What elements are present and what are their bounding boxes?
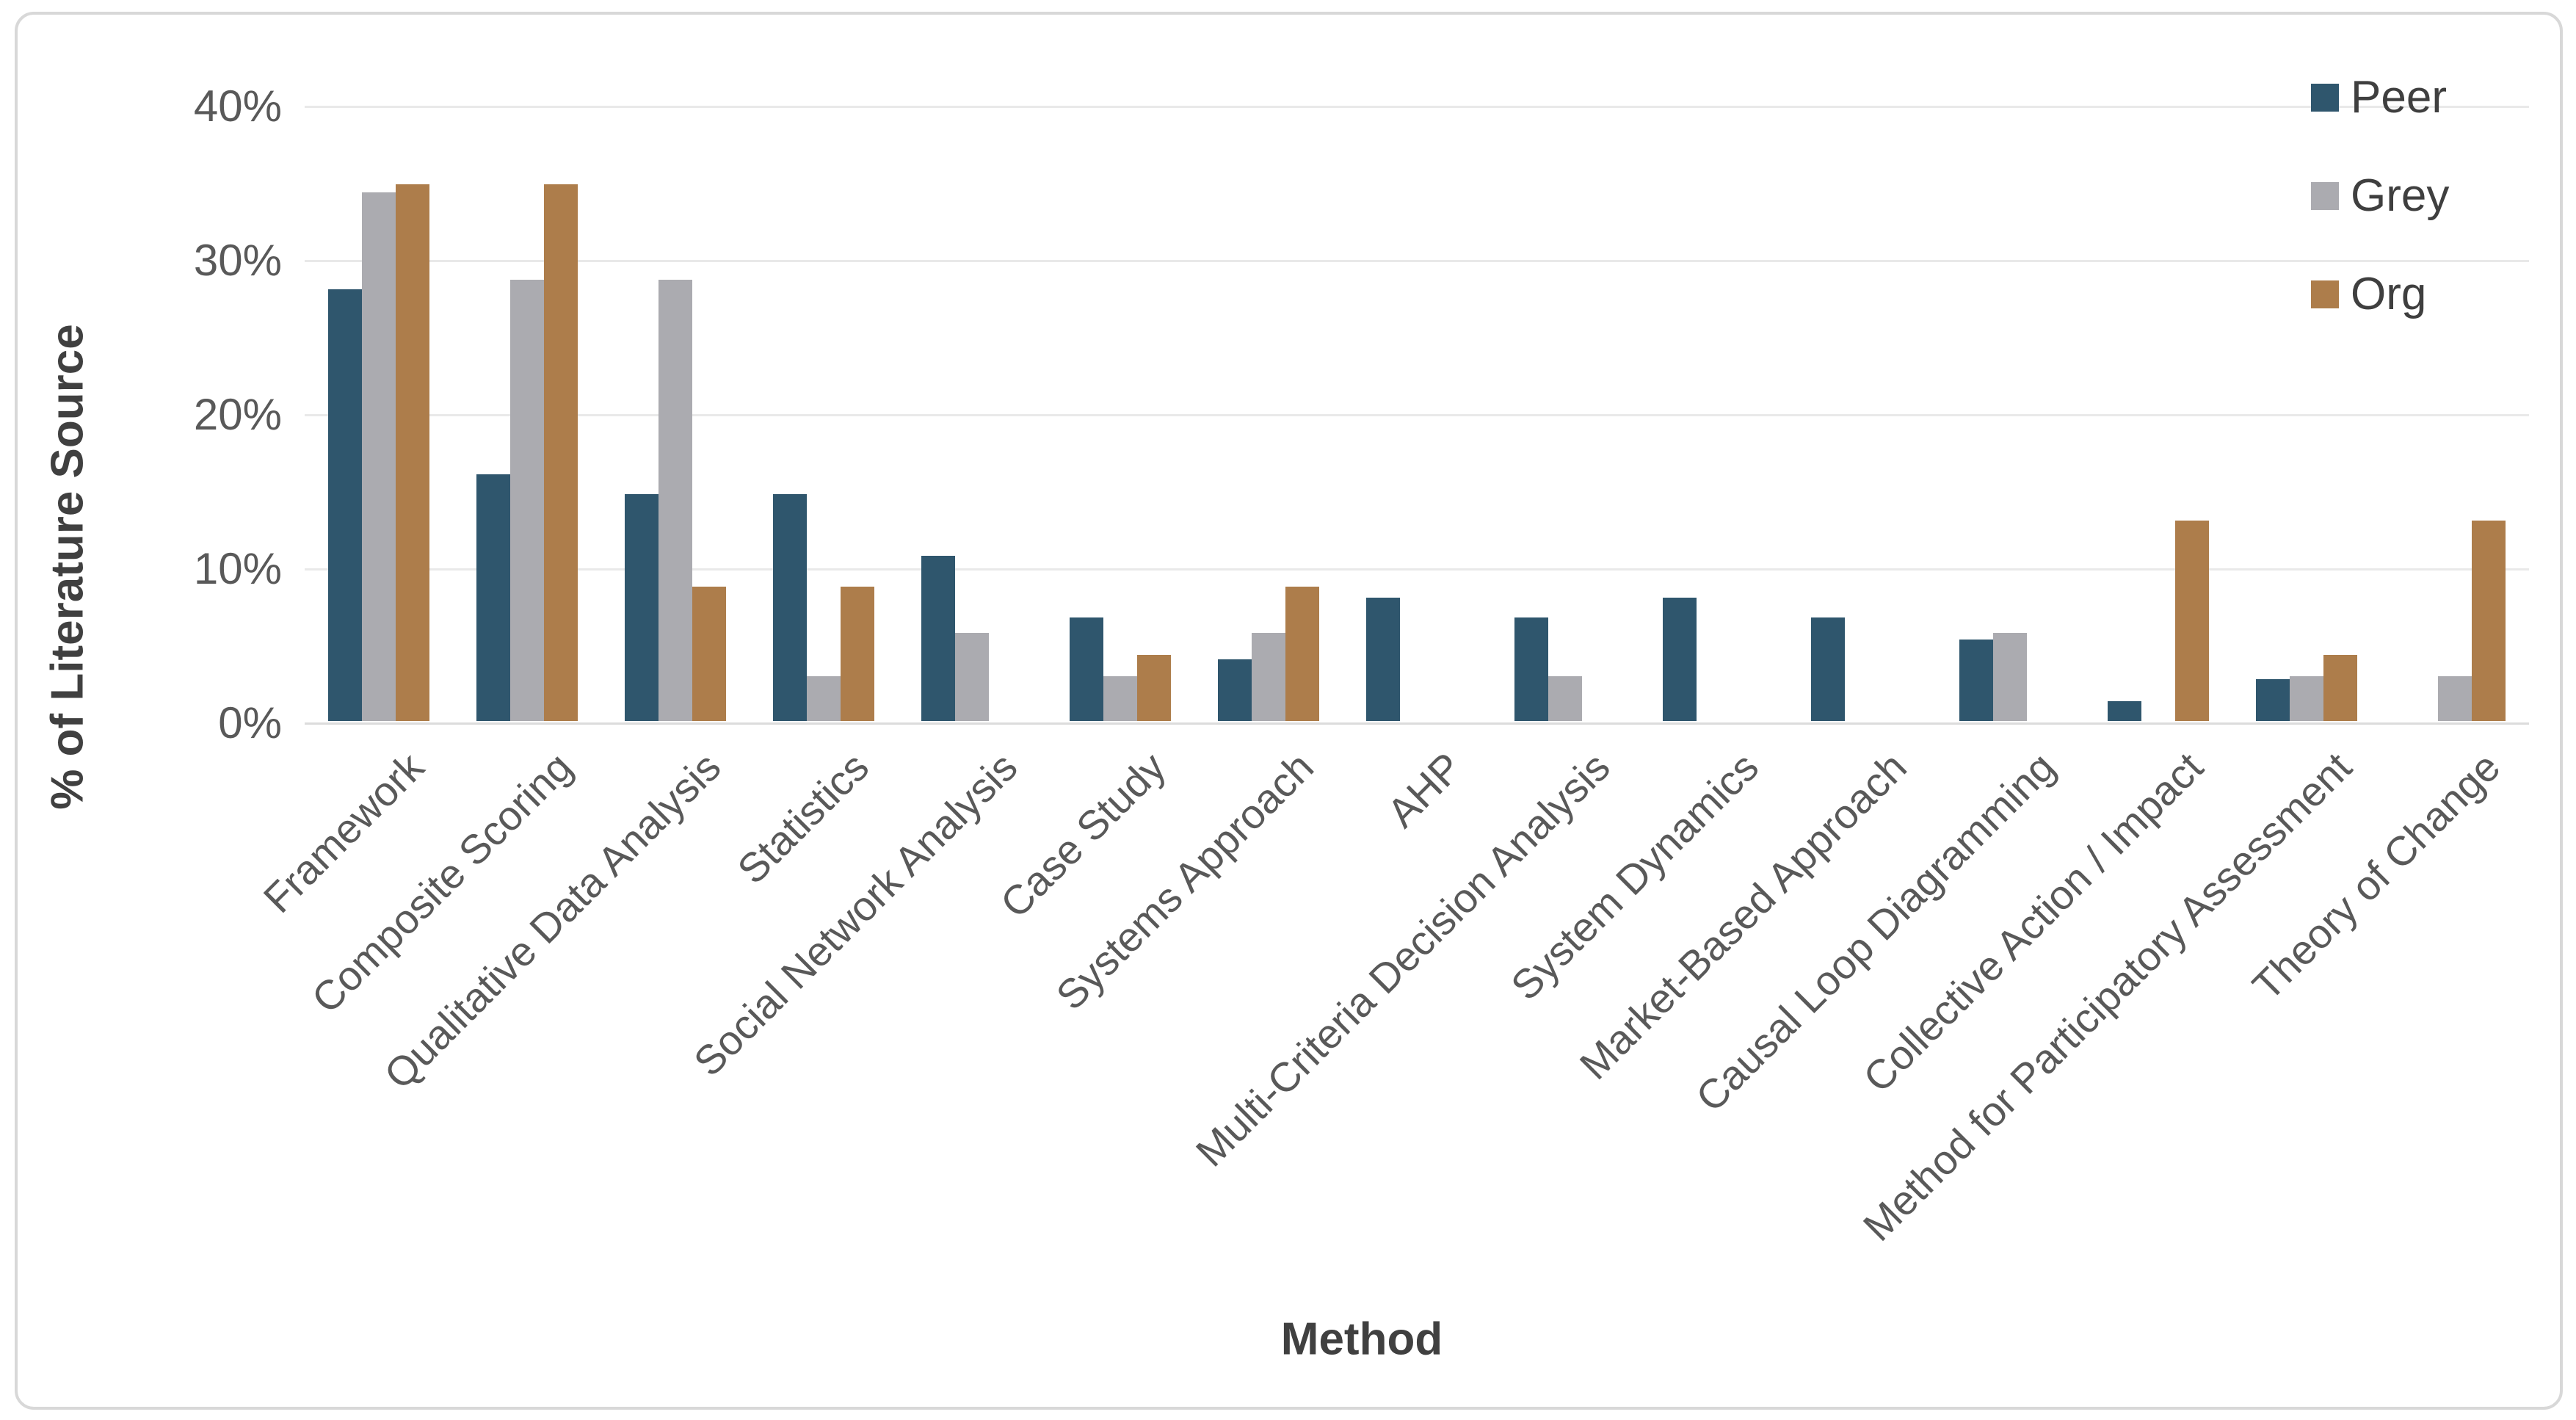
bar-peer-market-based-approach <box>1811 617 1845 721</box>
legend-item-grey: Grey <box>2311 173 2449 219</box>
x-category-label-statistics: Statistics <box>728 743 878 893</box>
x-category-label-system-dynamics: System Dynamics <box>1501 743 1768 1009</box>
bar-peer-systems-approach <box>1218 659 1252 721</box>
bar-peer-qualitative-data-analysis <box>625 494 658 721</box>
bar-org-systems-approach <box>1285 587 1319 721</box>
legend-item-peer: Peer <box>2311 75 2449 120</box>
bar-peer-composite-scoring <box>476 474 510 721</box>
x-axis-baseline <box>305 722 2529 725</box>
bar-peer-multi-criteria-decision-analysis <box>1514 617 1548 721</box>
bar-grey-case-study <box>1103 676 1137 721</box>
y-tick-label-10: 10% <box>193 544 282 593</box>
bar-grey-composite-scoring <box>510 280 544 721</box>
bar-org-framework <box>396 184 429 721</box>
bar-grey-multi-criteria-decision-analysis <box>1548 676 1582 721</box>
legend-swatch-peer <box>2311 84 2339 112</box>
plot-area <box>305 106 2529 725</box>
bar-peer-causal-loop-diagramming <box>1959 639 1993 721</box>
bar-grey-systems-approach <box>1252 633 1285 721</box>
gridline-10 <box>305 568 2529 570</box>
bar-peer-statistics <box>773 494 807 721</box>
bar-grey-social-network-analysis <box>955 633 989 721</box>
gridline-20 <box>305 414 2529 416</box>
bar-peer-ahp <box>1366 598 1400 721</box>
y-tick-label-30: 30% <box>193 236 282 285</box>
bar-peer-collective-action-impact <box>2108 700 2141 721</box>
bar-org-collective-action-impact <box>2175 521 2209 721</box>
gridline-40 <box>305 106 2529 108</box>
bar-grey-theory-of-change <box>2438 676 2472 721</box>
bar-grey-causal-loop-diagramming <box>1993 633 2027 721</box>
legend-swatch-org <box>2311 280 2339 308</box>
legend-label-org: Org <box>2351 269 2427 319</box>
gridline-30 <box>305 260 2529 262</box>
legend: Peer Grey Org <box>2311 75 2449 317</box>
bar-peer-system-dynamics <box>1663 598 1697 721</box>
bar-peer-case-study <box>1070 617 1103 721</box>
x-category-label-ahp: AHP <box>1378 743 1471 836</box>
x-axis-category-labels: Framework Composite Scoring Qualitative Da… <box>255 743 2529 1303</box>
bar-grey-framework <box>362 192 396 721</box>
bar-peer-social-network-analysis <box>921 556 955 721</box>
y-tick-label-20: 20% <box>193 390 282 439</box>
x-category-label-systems-approach: Systems Approach <box>1047 743 1323 1019</box>
y-tick-label-40: 40% <box>193 81 282 131</box>
bar-org-statistics <box>841 587 874 721</box>
legend-swatch-grey <box>2311 182 2339 210</box>
bar-grey-qualitative-data-analysis <box>658 280 692 721</box>
x-axis-title: Method <box>1280 1314 1443 1365</box>
bar-org-composite-scoring <box>544 184 578 721</box>
bar-org-qualitative-data-analysis <box>692 587 726 721</box>
bar-org-method-for-participatory-assessment <box>2323 654 2357 721</box>
bar-grey-statistics <box>807 676 841 721</box>
y-tick-label-0: 0% <box>218 698 282 747</box>
legend-label-grey: Grey <box>2351 170 2450 221</box>
bar-org-case-study <box>1137 654 1171 721</box>
bar-grey-method-for-participatory-assessment <box>2290 676 2323 721</box>
bar-peer-method-for-participatory-assessment <box>2256 679 2290 721</box>
bar-org-theory-of-change <box>2472 521 2506 721</box>
legend-item-org: Org <box>2311 272 2449 317</box>
legend-label-peer: Peer <box>2351 72 2447 123</box>
y-axis-tick-labels: 0% 10% 20% 30% 40% <box>0 83 288 747</box>
x-category-label-theory-of-change: Theory of Change <box>2243 743 2509 1010</box>
bar-peer-framework <box>328 289 362 721</box>
x-category-label-composite-scoring: Composite Scoring <box>302 743 581 1022</box>
